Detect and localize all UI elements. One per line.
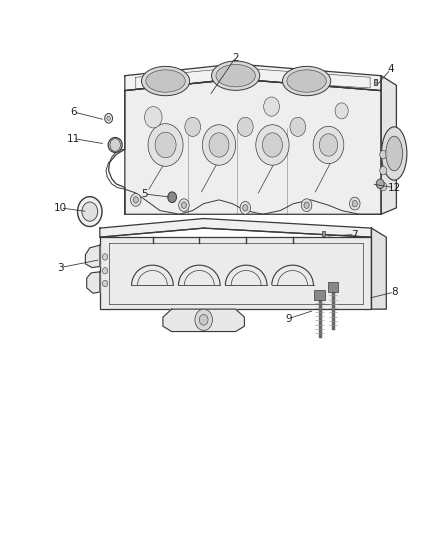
Text: 3: 3 [57,263,64,272]
Circle shape [102,254,108,260]
Ellipse shape [381,127,407,180]
Circle shape [110,139,120,151]
Circle shape [262,133,283,157]
Polygon shape [381,76,396,214]
Circle shape [168,192,177,203]
Circle shape [179,199,189,212]
Ellipse shape [141,66,190,96]
Circle shape [290,117,306,136]
Polygon shape [322,231,325,236]
Text: 12: 12 [388,183,401,192]
Circle shape [145,107,162,128]
Text: 10: 10 [54,203,67,213]
Circle shape [107,116,110,120]
Text: 5: 5 [141,189,148,199]
Circle shape [102,280,108,287]
Circle shape [199,314,208,325]
Circle shape [78,197,102,227]
Circle shape [102,268,108,274]
Ellipse shape [108,138,122,152]
Ellipse shape [283,66,331,96]
Circle shape [380,150,387,159]
Circle shape [380,166,387,175]
Text: 2: 2 [232,53,239,62]
Circle shape [376,179,384,189]
Circle shape [319,134,338,156]
Polygon shape [371,228,386,309]
Text: 6: 6 [70,107,77,117]
Circle shape [350,197,360,210]
Circle shape [155,132,176,158]
Polygon shape [125,79,381,214]
Ellipse shape [386,136,403,171]
Polygon shape [314,290,325,300]
Circle shape [131,193,141,206]
Circle shape [256,125,289,165]
Text: 11: 11 [67,134,80,143]
Ellipse shape [146,70,185,92]
Circle shape [148,124,183,166]
Polygon shape [87,272,100,293]
Text: 8: 8 [391,287,398,297]
Circle shape [264,97,279,116]
Polygon shape [163,309,244,332]
Ellipse shape [212,61,260,91]
Ellipse shape [287,70,326,92]
Circle shape [301,199,312,212]
Polygon shape [85,245,100,268]
Text: 7: 7 [351,230,358,239]
Polygon shape [125,64,381,91]
Circle shape [133,197,138,203]
Circle shape [313,126,344,164]
Text: 9: 9 [285,314,292,324]
Circle shape [243,205,248,211]
Circle shape [82,202,98,221]
Text: 4: 4 [387,64,394,74]
Ellipse shape [216,64,255,87]
Circle shape [304,202,309,208]
Circle shape [209,133,229,157]
Circle shape [105,114,113,123]
Circle shape [335,103,348,119]
Polygon shape [328,282,338,292]
Circle shape [352,200,357,207]
Polygon shape [100,237,371,309]
Circle shape [240,201,251,214]
Polygon shape [100,219,371,237]
Circle shape [185,117,201,136]
Circle shape [181,202,187,208]
Polygon shape [374,79,377,85]
Circle shape [202,125,236,165]
Circle shape [380,182,387,191]
Circle shape [195,309,212,330]
Circle shape [237,117,253,136]
